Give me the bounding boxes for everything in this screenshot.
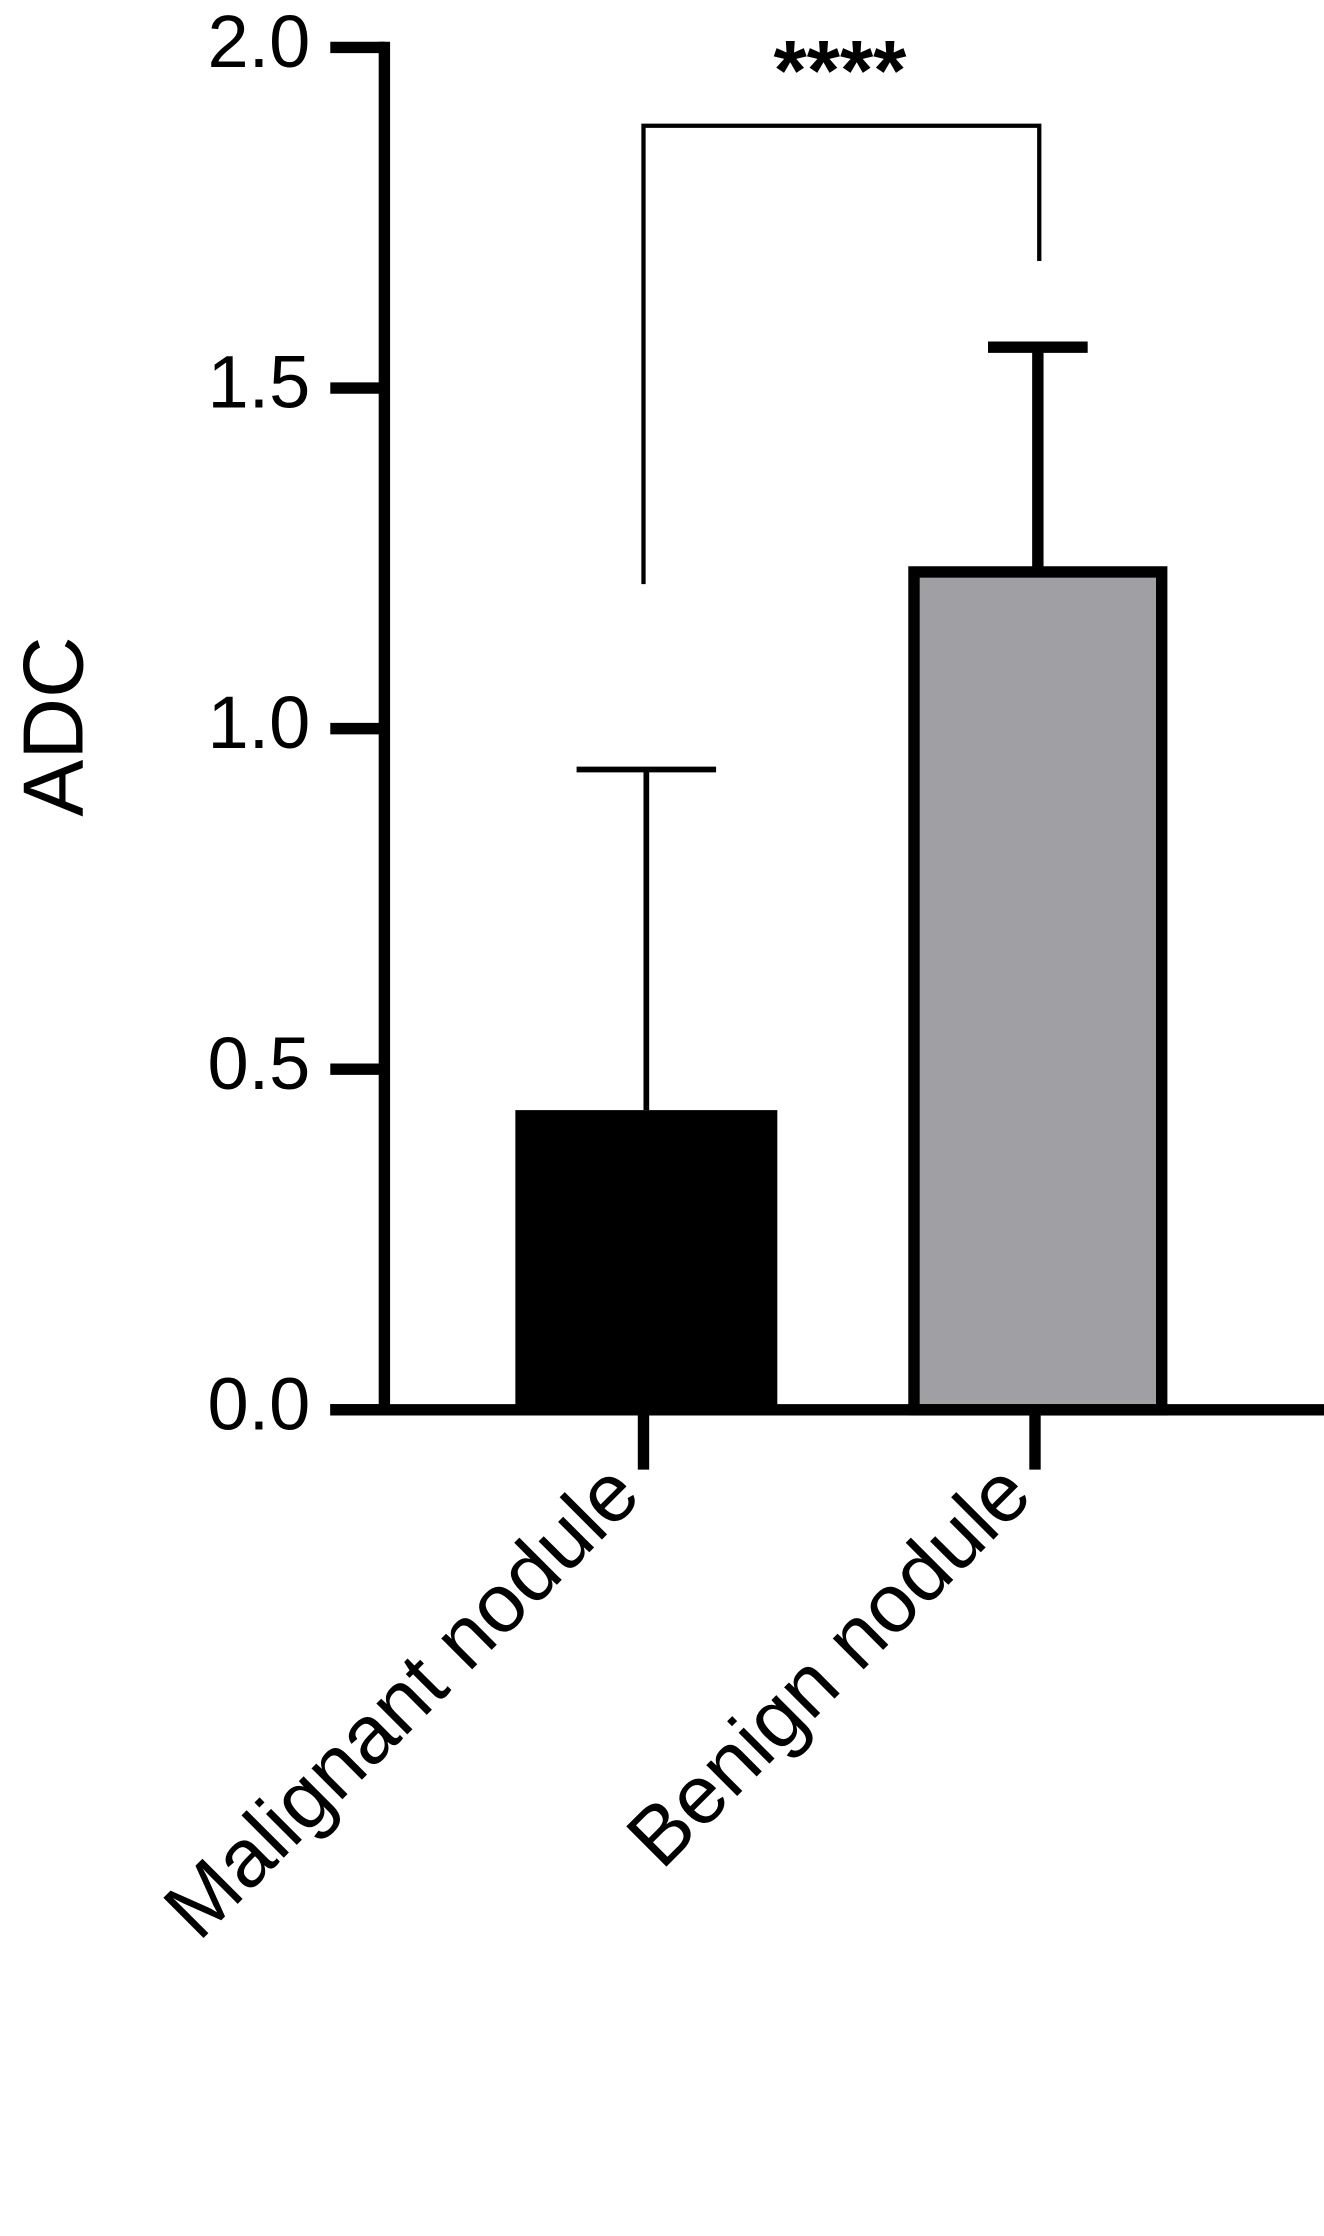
bar xyxy=(908,566,1168,1416)
y-tick-label: 0.5 xyxy=(207,1022,310,1105)
y-tick-label: 2.0 xyxy=(207,0,310,83)
y-tick-label: 1.0 xyxy=(207,681,310,764)
bar xyxy=(515,1110,778,1410)
significance-bracket xyxy=(641,123,1042,585)
significance: **** xyxy=(773,24,907,119)
y-axis-label: ADC xyxy=(7,636,102,816)
y-tick-label: 0.0 xyxy=(207,1362,310,1445)
x-tick-label: Malignant nodule xyxy=(146,1446,656,1956)
y-tick-label: 1.5 xyxy=(207,341,310,424)
x-tick-label: Benign nodule xyxy=(609,1446,1047,1884)
